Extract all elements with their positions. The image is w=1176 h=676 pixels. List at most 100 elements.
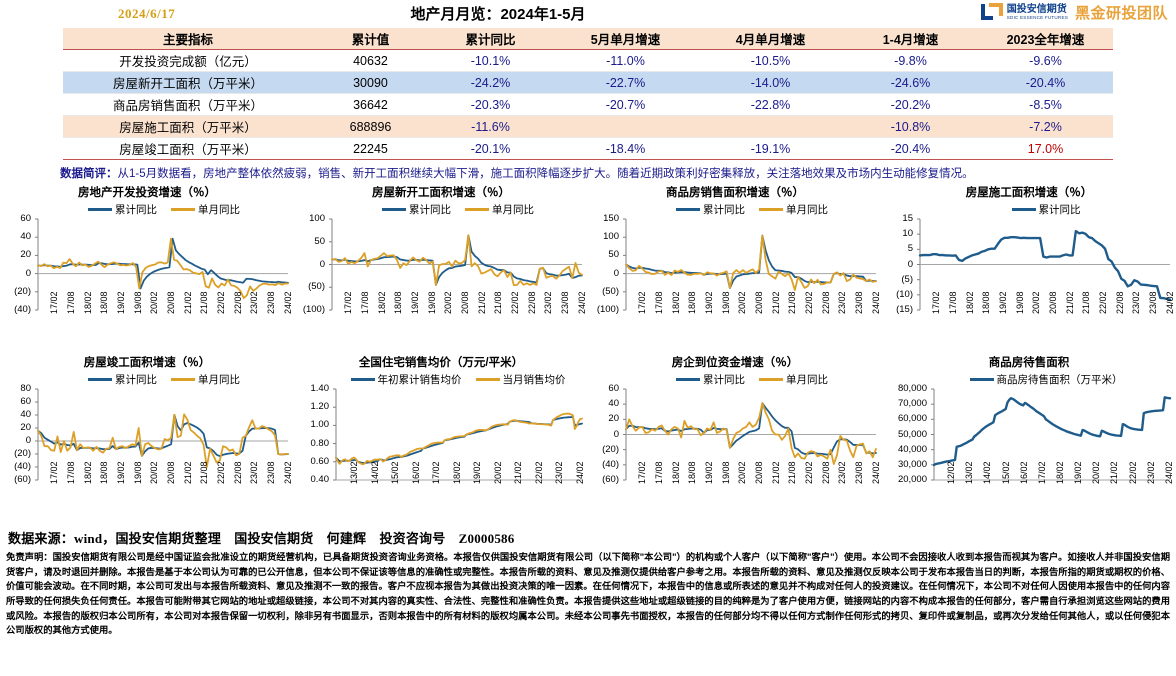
x-axis-tick-label: 20/02 bbox=[149, 461, 160, 484]
y-axis-tick-label: (40) bbox=[14, 304, 31, 315]
x-axis-tick-label: 17/02 bbox=[343, 291, 354, 314]
table-cell: -24.2% bbox=[428, 71, 553, 94]
y-axis-tick-label: (20) bbox=[602, 443, 619, 455]
table-cell: 688896 bbox=[313, 115, 428, 138]
x-axis-tick-label: 16/02 bbox=[410, 461, 421, 484]
x-axis-tick-label: 20/08 bbox=[460, 291, 470, 314]
y-axis-tick-label: 40 bbox=[608, 398, 619, 410]
series-line bbox=[932, 396, 1172, 467]
x-axis-tick-label: 21/02 bbox=[182, 461, 193, 484]
x-axis-tick-label: 21/08 bbox=[787, 291, 798, 314]
series-line bbox=[331, 234, 583, 286]
x-axis-tick-label: 22/08 bbox=[820, 291, 831, 314]
x-axis-tick-label: 19/02 bbox=[116, 291, 126, 314]
y-axis-tick-label: 40 bbox=[20, 231, 31, 243]
x-axis-tick-label: 17/02 bbox=[931, 291, 942, 314]
x-axis-tick-label: 18/02 bbox=[1055, 461, 1065, 484]
x-axis-tick-label: 22/08 bbox=[232, 291, 243, 314]
x-axis-tick-label: 24/02 bbox=[870, 291, 881, 314]
y-axis-tick-label: 0 bbox=[613, 428, 619, 440]
x-axis-tick-label: 23/02 bbox=[1131, 291, 1142, 314]
y-axis-tick-label: (15) bbox=[896, 304, 913, 315]
table-row-label: 商品房销售面积（万平米） bbox=[63, 93, 313, 116]
x-axis-tick-label: 17/02 bbox=[637, 461, 648, 484]
x-axis-tick-label: 24/02 bbox=[282, 461, 293, 484]
y-axis-tick-label: (50) bbox=[602, 285, 619, 297]
x-axis-tick-label: 17/08 bbox=[948, 291, 958, 314]
y-axis-tick-label: 100 bbox=[309, 213, 325, 224]
y-axis-tick-label: (10) bbox=[896, 288, 913, 300]
x-axis-tick-label: 22/02 bbox=[510, 291, 520, 314]
chart-title: 房屋竣工面积增速（％） bbox=[83, 357, 211, 369]
x-axis-tick-label: 14/02 bbox=[369, 461, 380, 484]
x-axis-tick-label: 17/08 bbox=[654, 291, 664, 314]
chart-dev-investment-growth: 房地产开发投资增速（％） 累计同比 单月同比 60 40 20 0 (20) (40) 17/02… bbox=[0, 186, 294, 356]
y-axis-tick-label: 70,000 bbox=[897, 398, 927, 410]
series-line bbox=[918, 229, 1172, 301]
y-axis-tick-label: 0.80 bbox=[310, 437, 330, 449]
y-axis-tick-label: 20 bbox=[608, 413, 619, 425]
table-row-label: 房屋竣工面积（万平米） bbox=[63, 137, 313, 160]
series-line bbox=[625, 402, 877, 465]
y-axis-tick-label: 100 bbox=[603, 231, 619, 243]
x-axis-tick-label: 24/02 bbox=[574, 461, 585, 484]
x-axis-tick-label: 23/02 bbox=[1145, 461, 1156, 484]
x-axis-tick-label: 19/02 bbox=[472, 461, 483, 484]
table-row-label: 房屋新开工面积（万平米） bbox=[63, 71, 313, 94]
table-cell: -19.1% bbox=[698, 137, 843, 160]
x-axis-tick-label: 22/08 bbox=[1114, 291, 1125, 314]
chart-canvas bbox=[333, 388, 583, 481]
x-axis-tick-label: 22/02 bbox=[804, 461, 814, 484]
chart-unsold-area: 商品房待售面积 商品房待售面积（万平米） 80,000 70,000 60,000 50,… bbox=[882, 356, 1176, 526]
x-axis-tick-label: 21/02 bbox=[770, 291, 781, 314]
table-col-header: 累计同比 bbox=[428, 28, 553, 50]
chart-canvas bbox=[35, 218, 289, 311]
table-cell: -9.6% bbox=[978, 49, 1113, 72]
x-axis-tick-label: 18/02 bbox=[964, 291, 975, 314]
table-cell: -20.4% bbox=[843, 137, 978, 160]
y-axis-tick-label: 30,000 bbox=[897, 458, 927, 470]
logo-company-cn: 国投安信期货 bbox=[1006, 3, 1067, 15]
x-axis-tick-label: 21/02 bbox=[1064, 291, 1075, 314]
plot-area: 累计同比 单月同比 60 40 20 0 (20) (40) 17/02 17/08 18/02 18… bbox=[0, 201, 294, 356]
x-axis-tick-label: 20/02 bbox=[737, 291, 748, 314]
x-axis-tick-label: 20/08 bbox=[166, 461, 176, 484]
x-axis-tick-label: 21/08 bbox=[787, 461, 798, 484]
x-axis-tick-label: 19/08 bbox=[720, 461, 731, 484]
y-axis-tick-label: 80,000 bbox=[897, 383, 927, 394]
table-cell: 36642 bbox=[313, 93, 428, 116]
y-axis-tick-label: 60 bbox=[20, 396, 31, 407]
x-axis-tick-label: 18/02 bbox=[82, 461, 93, 484]
x-axis-tick-label: 23/08 bbox=[266, 291, 276, 314]
x-axis-tick-label: 21/08 bbox=[1081, 291, 1092, 314]
x-axis-tick-label: 18/08 bbox=[393, 291, 404, 314]
chart-canvas bbox=[931, 388, 1172, 481]
x-axis-tick-label: 19/02 bbox=[998, 291, 1008, 314]
x-axis-tick-label: 23/02 bbox=[837, 291, 848, 314]
y-axis-tick-label: 60,000 bbox=[897, 413, 927, 425]
y-axis-tick-label: 80 bbox=[20, 383, 31, 394]
x-axis-tick-label: 17/08 bbox=[66, 461, 76, 484]
y-axis-tick-label: (20) bbox=[14, 285, 31, 297]
plot-area: 年初累计销售均价 当月销售均价 1.40 1.20 1.00 0.80 0.60 0.40 13… bbox=[294, 371, 588, 526]
x-axis-tick-label: 20/08 bbox=[1048, 291, 1058, 314]
y-axis-tick-label: 150 bbox=[603, 213, 619, 224]
table-row: 房屋新开工面积（万平米） 30090 -24.2% -22.7% -14.0% -24.6… bbox=[63, 71, 1113, 94]
x-axis-tick-label: 22/02 bbox=[1098, 291, 1108, 314]
brand-block: 国投安信期货 SDIC ESSENCE FUTURES 黑金研投团队 bbox=[980, 2, 1168, 23]
y-axis-tick-label: 0 bbox=[319, 258, 325, 270]
table-cell: -10.5% bbox=[698, 49, 843, 72]
x-axis-tick-label: 20/08 bbox=[754, 291, 764, 314]
chart-canvas bbox=[623, 218, 877, 311]
plot-area: 累计同比 单月同比 100 50 0 (50) (100) 17/02 17/08 18/02 18… bbox=[294, 201, 588, 356]
y-axis-tick-label: 5 bbox=[907, 243, 913, 255]
y-axis-tick-label: 50 bbox=[608, 249, 619, 261]
x-axis-tick-label: 17/02 bbox=[49, 461, 60, 484]
x-axis-tick-label: 20/02 bbox=[737, 461, 748, 484]
table-cell: -20.2% bbox=[843, 93, 978, 116]
y-axis-tick-label: 50,000 bbox=[897, 428, 927, 440]
x-axis-tick-label: 21/02 bbox=[513, 461, 524, 484]
table-col-header: 累计值 bbox=[313, 28, 428, 50]
y-axis-tick-label: 1.00 bbox=[310, 419, 330, 431]
table-cell: -14.0% bbox=[698, 71, 843, 94]
